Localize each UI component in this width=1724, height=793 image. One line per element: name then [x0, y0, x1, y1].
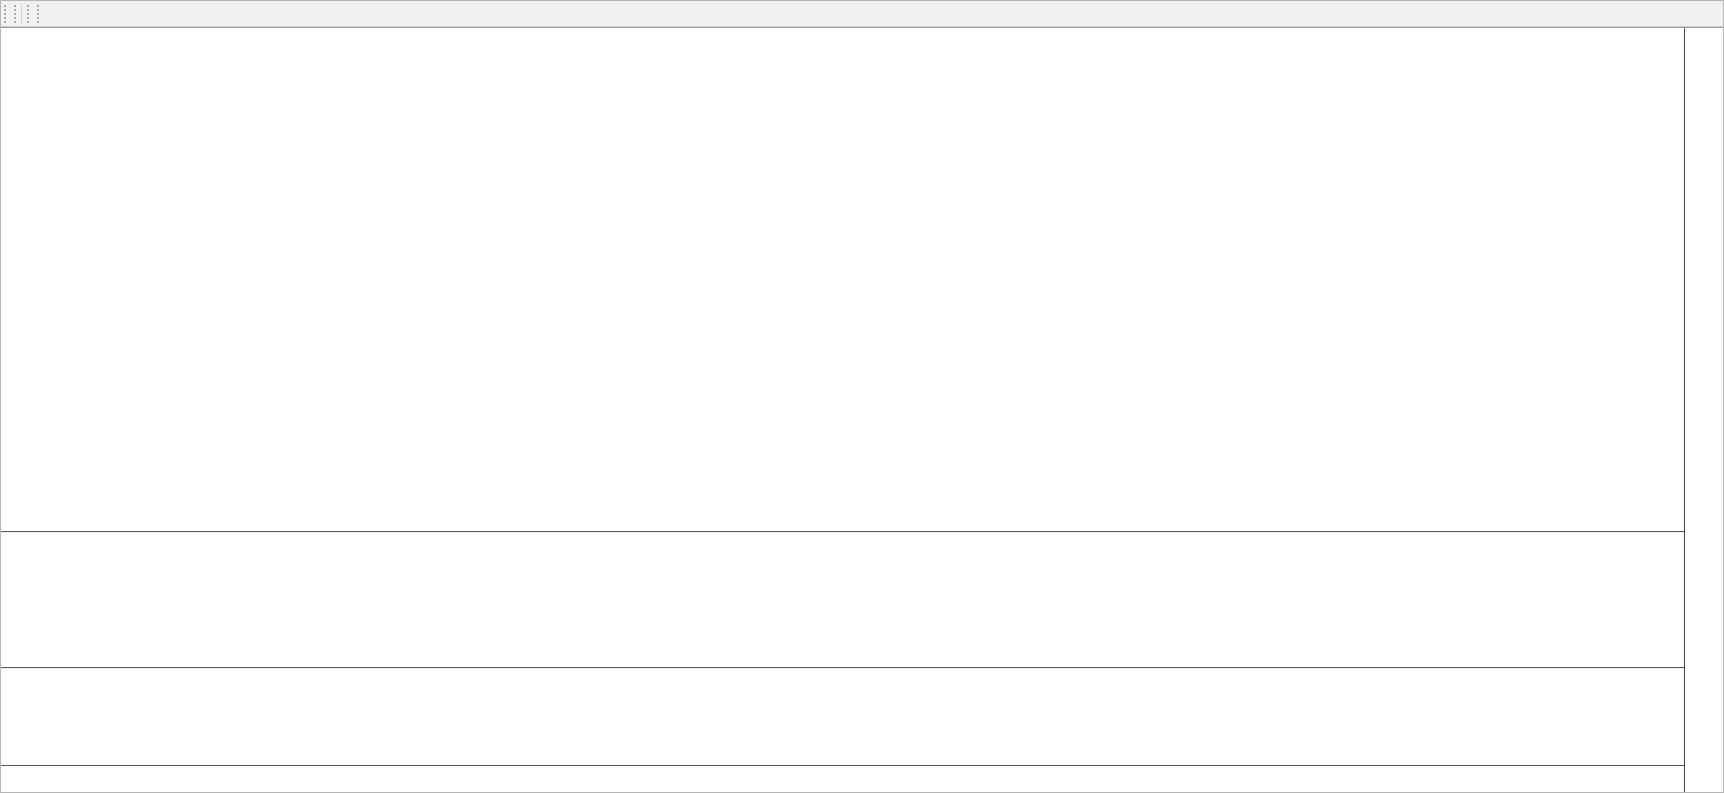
toolbar-separator: [21, 3, 22, 24]
macd-scale: [1685, 533, 1723, 667]
pane-divider[interactable]: [1, 531, 1723, 533]
macd-label: [8, 537, 29, 549]
macd-pane: [1, 533, 1684, 667]
toolbar: [1, 1, 1723, 27]
toolbar-grip-2[interactable]: [27, 4, 39, 23]
macd-canvas[interactable]: [1, 533, 1684, 667]
rsi-scale: [1685, 669, 1723, 765]
rsi-canvas[interactable]: [1, 669, 1684, 765]
pane-divider[interactable]: [1, 667, 1723, 669]
rsi-pane: [1, 669, 1684, 765]
pane-divider: [1, 765, 1723, 766]
rsi-label: [8, 673, 22, 685]
chart-window: [1, 27, 1723, 792]
price-scale-main: [1685, 28, 1723, 531]
price-scale[interactable]: [1684, 28, 1723, 792]
main-chart-pane: [1, 28, 1684, 531]
time-axis[interactable]: [1, 766, 1684, 792]
symbol-info[interactable]: [8, 33, 42, 47]
main-chart-canvas[interactable]: [1, 28, 1684, 531]
toolbar-grip[interactable]: [4, 4, 16, 23]
